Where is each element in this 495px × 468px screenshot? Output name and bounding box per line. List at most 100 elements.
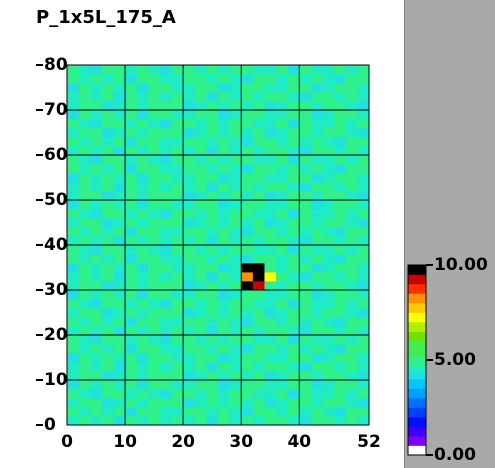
heat-cell [67,236,80,246]
heat-cell [67,92,80,102]
heat-cell [218,119,231,129]
heat-cell [334,407,347,417]
heat-cell [159,218,172,228]
heat-cell [183,245,196,255]
heat-cell [78,83,91,93]
heat-cell [287,344,300,354]
heat-cell [78,344,91,354]
heat-cell [67,101,80,111]
heat-cell [171,137,184,147]
heat-cell [241,398,254,408]
heat-cell [322,254,335,264]
heat-cell [218,416,231,426]
heat-cell [252,317,265,327]
heat-cell [252,398,265,408]
heat-cell [159,227,172,237]
heat-cell [287,362,300,372]
heat-cell [206,227,219,237]
heat-cell [90,299,103,309]
heat-cell [113,218,126,228]
heat-cell [125,326,138,336]
heat-cell [287,290,300,300]
heat-cell [218,200,231,210]
heat-cell [78,119,91,129]
heat-cell [299,236,312,246]
heat-cell [136,326,149,336]
heat-cell [90,155,103,165]
heat-cell [357,281,370,291]
heat-cell [299,128,312,138]
heat-cell [183,236,196,246]
heat-cell [136,362,149,372]
heat-cell [241,335,254,345]
heat-cell [322,290,335,300]
heat-cell [229,389,242,399]
heat-cell [194,218,207,228]
heat-cell [206,389,219,399]
heat-cell [159,353,172,363]
heat-cell [229,101,242,111]
heat-cell [90,380,103,390]
heat-cell [345,398,358,408]
heat-cell [345,353,358,363]
heat-cell [125,407,138,417]
heat-cell [310,200,323,210]
heat-cell [334,137,347,147]
heat-cell [113,290,126,300]
heat-cell [218,146,231,156]
heat-cell [101,398,114,408]
heat-cell [101,362,114,372]
heat-cell [90,272,103,282]
heat-cell [299,290,312,300]
heat-cell [299,263,312,273]
heat-cell [276,353,289,363]
heat-cell [113,389,126,399]
heat-cell [322,146,335,156]
heat-cell [299,182,312,192]
heat-cell [171,317,184,327]
heat-cell [276,389,289,399]
heat-cell [241,128,254,138]
heat-cell [241,362,254,372]
heat-cell [78,398,91,408]
heat-cell [310,236,323,246]
heat-cell [113,335,126,345]
x-tick-label: 20 [171,432,195,452]
heat-cell [148,326,161,336]
heat-cell [345,218,358,228]
heat-cell [334,65,347,75]
heat-cell [334,119,347,129]
colorbar-band [408,331,426,342]
heat-cell [113,191,126,201]
heat-cell [252,227,265,237]
heat-cell [206,299,219,309]
heat-cell [148,164,161,174]
heat-cell [67,416,80,426]
heat-cell [334,218,347,228]
heat-cell [264,218,277,228]
heat-cell [357,272,370,282]
heat-cell [334,83,347,93]
heat-cell [67,371,80,381]
heat-cell [171,245,184,255]
heat-cell [136,200,149,210]
heat-cell [264,74,277,84]
heat-cell [229,362,242,372]
heat-cell [171,128,184,138]
heat-cell [241,326,254,336]
heat-cell [264,272,277,282]
heat-cell [67,137,80,147]
heat-cell [206,74,219,84]
heat-cell [90,137,103,147]
heat-cell [264,128,277,138]
heat-cell [171,83,184,93]
heat-cell [194,281,207,291]
heat-cell [136,74,149,84]
heat-cell [241,218,254,228]
heat-cell [264,398,277,408]
heat-cell [148,128,161,138]
heat-cell [183,218,196,228]
heat-cell [194,389,207,399]
heat-cell [159,272,172,282]
